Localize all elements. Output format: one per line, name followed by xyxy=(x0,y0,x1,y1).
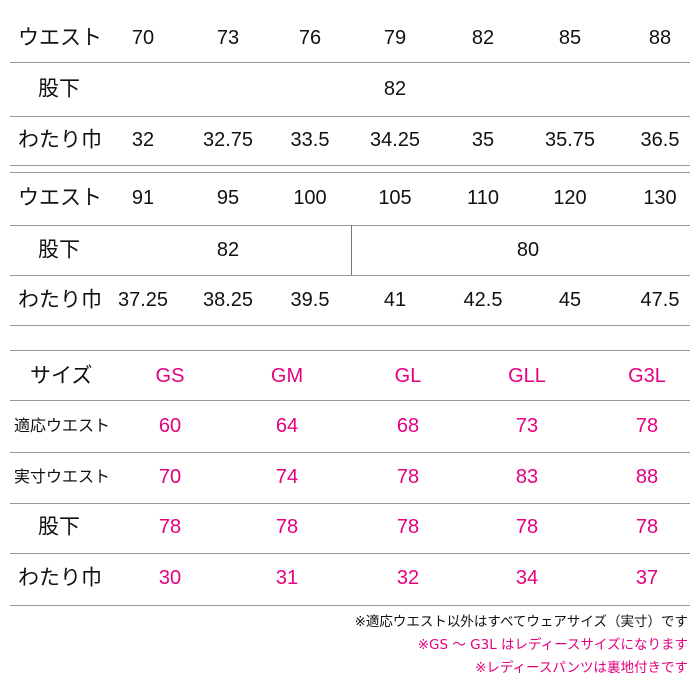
cell-value: 32 xyxy=(131,129,155,151)
cell-value: 83 xyxy=(515,466,539,488)
cell-value: 34 xyxy=(515,567,539,589)
cell-value: 78 xyxy=(515,516,539,538)
rule xyxy=(10,503,690,504)
cell-value: 100 xyxy=(293,187,327,209)
cell-value: 78 xyxy=(635,415,659,437)
cell-value: 70 xyxy=(158,466,182,488)
cell-value: 85 xyxy=(558,27,582,49)
cell-value: 78 xyxy=(635,516,659,538)
cell-value: 82 xyxy=(216,239,240,261)
size-name: GL xyxy=(394,365,422,387)
cell-value: 37 xyxy=(635,567,659,589)
cell-value: 37.25 xyxy=(117,289,169,311)
rule xyxy=(10,553,690,554)
cell-value: 82 xyxy=(383,78,407,100)
cell-value: 88 xyxy=(648,27,672,49)
row-label: 股下 xyxy=(38,514,80,539)
cell-value: 82 xyxy=(471,27,495,49)
divider xyxy=(351,225,352,275)
row-label: 股下 xyxy=(38,76,80,101)
cell-value: 47.5 xyxy=(640,289,680,311)
rule xyxy=(10,116,690,117)
cell-value: 79 xyxy=(383,27,407,49)
size-name: GM xyxy=(270,365,304,387)
size-name: G3L xyxy=(628,365,666,387)
cell-value: 45 xyxy=(558,289,582,311)
rule xyxy=(10,605,690,606)
cell-value: 78 xyxy=(396,516,420,538)
cell-value: 68 xyxy=(396,415,420,437)
cell-value: 91 xyxy=(131,187,155,209)
cell-value: 31 xyxy=(275,567,299,589)
cell-value: 73 xyxy=(216,27,240,49)
cell-value: 42.5 xyxy=(463,289,503,311)
cell-value: 74 xyxy=(275,466,299,488)
row-label: 実寸ウエスト xyxy=(14,467,111,486)
cell-value: 32.75 xyxy=(202,129,254,151)
cell-value: 88 xyxy=(635,466,659,488)
size-name: GS xyxy=(155,365,185,387)
cell-value: 73 xyxy=(515,415,539,437)
rule xyxy=(10,452,690,453)
cell-value: 39.5 xyxy=(290,289,330,311)
cell-value: 110 xyxy=(467,187,499,209)
size-name: GLL xyxy=(508,365,546,387)
rule xyxy=(10,350,690,351)
cell-value: 105 xyxy=(378,187,412,209)
row-label: わたり巾 xyxy=(18,127,102,152)
rule xyxy=(10,165,690,166)
cell-value: 76 xyxy=(298,27,322,49)
cell-value: 80 xyxy=(516,239,540,261)
cell-value: 32 xyxy=(396,567,420,589)
cell-value: 78 xyxy=(396,466,420,488)
cell-value: 78 xyxy=(158,516,182,538)
note: ※GS ～ G3L はレディースサイズになります xyxy=(417,637,688,653)
rule xyxy=(10,325,690,326)
note: ※適応ウエスト以外はすべてウェアサイズ（実寸）です xyxy=(354,614,688,630)
cell-value: 70 xyxy=(131,27,155,49)
row-label: ウエスト xyxy=(18,25,102,50)
rule xyxy=(10,275,690,276)
cell-value: 60 xyxy=(158,415,182,437)
cell-value: 36.5 xyxy=(640,129,680,151)
cell-value: 38.25 xyxy=(202,289,254,311)
row-label: わたり巾 xyxy=(18,565,102,590)
row-label: 股下 xyxy=(38,237,80,262)
cell-value: 34.25 xyxy=(369,129,421,151)
cell-value: 35 xyxy=(471,129,495,151)
rule xyxy=(10,400,690,401)
cell-value: 78 xyxy=(275,516,299,538)
cell-value: 95 xyxy=(216,187,240,209)
cell-value: 64 xyxy=(275,415,299,437)
row-label: 適応ウエスト xyxy=(14,416,111,435)
cell-value: 33.5 xyxy=(290,129,330,151)
row-label: わたり巾 xyxy=(18,287,102,312)
note: ※レディースパンツは裏地付きです xyxy=(475,660,688,676)
row-label: ウエスト xyxy=(18,185,102,210)
cell-value: 130 xyxy=(643,187,677,209)
rule xyxy=(10,172,690,173)
cell-value: 35.75 xyxy=(544,129,596,151)
rule xyxy=(10,225,690,226)
cell-value: 120 xyxy=(553,187,587,209)
header-label: サイズ xyxy=(30,363,93,388)
cell-value: 30 xyxy=(158,567,182,589)
cell-value: 41 xyxy=(383,289,407,311)
rule xyxy=(10,62,690,63)
